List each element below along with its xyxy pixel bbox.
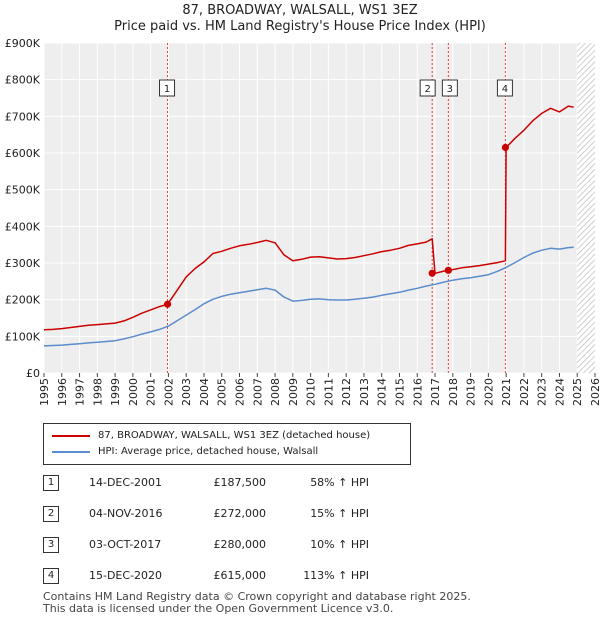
x-tick-label: 1996 [56, 378, 69, 406]
sale-hpi-change: 15% ↑ HPI [310, 507, 369, 520]
sale-label-text: 1 [164, 84, 170, 95]
sale-label-box [496, 79, 513, 97]
x-tick-label: 2018 [447, 378, 460, 406]
footer-copyright: Contains HM Land Registry data © Crown c… [43, 590, 471, 603]
x-tick-label: 2020 [482, 378, 495, 406]
x-tick-label: 1995 [38, 378, 51, 406]
legend-label-property: 87, BROADWAY, WALSALL, WS1 3EZ (detached… [98, 430, 371, 441]
x-tick-label: 2014 [376, 378, 389, 406]
y-tick-label: £0 [26, 367, 40, 380]
x-tick-label: 1998 [91, 378, 104, 406]
sale-row-3: 3 03-OCT-2017 £280,000 10% ↑ HPI [0, 535, 600, 557]
y-tick-label: £700K [5, 110, 41, 123]
sale-label-2: 2 [419, 79, 436, 97]
sale-date: 14-DEC-2001 [89, 476, 163, 489]
sale-point [163, 300, 172, 308]
y-tick-label: £200K [5, 294, 41, 307]
x-tick-label: 2025 [571, 378, 584, 406]
x-tick-label: 2011 [322, 378, 335, 406]
series-line-property [43, 105, 574, 331]
y-tick-label: £500K [5, 184, 41, 197]
sale-label-box [159, 79, 176, 97]
sale-number: 2 [43, 506, 59, 522]
x-tick-label: 2012 [340, 378, 353, 406]
sale-point [501, 143, 510, 152]
legend-swatch-hpi [52, 451, 90, 453]
y-tick-label: £100K [5, 330, 41, 343]
footer-license: This data is licensed under the Open Gov… [43, 602, 394, 615]
chart-title: 87, BROADWAY, WALSALL, WS1 3EZ [182, 3, 418, 18]
sale-number: 1 [43, 475, 59, 491]
x-tick-label: 2024 [553, 378, 566, 406]
sale-label-box [441, 79, 458, 97]
sale-price: £272,000 [213, 507, 267, 520]
sale-label-box [419, 79, 436, 97]
x-tick-label: 2000 [127, 378, 140, 406]
sale-price: £280,000 [213, 538, 267, 551]
x-tick-label: 2016 [411, 378, 424, 406]
x-tick-label: 2010 [305, 378, 318, 406]
sale-price: £187,500 [213, 476, 267, 489]
sale-label-text: 3 [447, 84, 453, 95]
sale-label-1: 1 [159, 79, 176, 97]
sale-row-1: 1 14-DEC-2001 £187,500 58% ↑ HPI [0, 473, 600, 495]
sale-row-2: 2 04-NOV-2016 £272,000 15% ↑ HPI [0, 504, 600, 526]
x-tick-label: 1999 [109, 378, 122, 406]
x-tick-label: 2019 [465, 378, 478, 406]
y-tick-label: £300K [5, 257, 41, 270]
legend-swatch-property [52, 435, 90, 437]
legend-label-hpi: HPI: Average price, detached house, Wals… [98, 446, 319, 457]
sale-hpi-change: 10% ↑ HPI [310, 538, 369, 551]
chart-subtitle: Price paid vs. HM Land Registry's House … [114, 19, 486, 34]
sale-label-4: 4 [496, 79, 513, 97]
sale-label-3: 3 [441, 79, 458, 97]
price-chart: 1 2 3 4 £0 £100K £200K £300K £400K £500K £600K £700… [5, 37, 600, 406]
sale-hpi-change: 113% ↑ HPI [303, 569, 369, 582]
x-tick-label: 2015 [393, 378, 406, 406]
x-tick-label: 2007 [251, 378, 264, 406]
sale-label-text: 4 [502, 84, 508, 95]
sale-row-4: 4 15-DEC-2020 £615,000 113% ↑ HPI [0, 566, 600, 588]
x-tick-label: 2022 [518, 378, 531, 406]
sale-point [428, 269, 436, 277]
x-tick-label: 2003 [180, 378, 193, 406]
series-line-hpi [43, 246, 574, 347]
x-tick-label: 2021 [500, 378, 513, 406]
forecast-hatch [577, 43, 595, 373]
y-tick-label: £900K [5, 37, 41, 50]
x-tick-label: 2002 [162, 378, 175, 406]
x-tick-label: 2017 [429, 378, 442, 406]
y-tick-label: £800K [5, 74, 41, 87]
sale-price: £615,000 [213, 569, 267, 582]
x-tick-label: 2023 [536, 378, 549, 406]
x-tick-label: 2006 [234, 378, 247, 406]
sale-date: 03-OCT-2017 [89, 538, 162, 551]
y-tick-label: £600K [5, 147, 41, 160]
x-tick-label: 1997 [74, 378, 87, 406]
x-tick-label: 2008 [269, 378, 282, 406]
x-tick-label: 2026 [589, 378, 600, 406]
sale-date: 04-NOV-2016 [89, 507, 163, 520]
plot-background [44, 43, 595, 373]
x-tick-label: 2009 [287, 378, 300, 406]
sale-date: 15-DEC-2020 [89, 569, 163, 582]
legend: 87, BROADWAY, WALSALL, WS1 3EZ (detached… [43, 423, 411, 465]
sale-number: 4 [43, 568, 59, 584]
x-tick-label: 2004 [198, 378, 211, 406]
sale-number: 3 [43, 537, 59, 553]
sale-label-text: 2 [425, 84, 431, 95]
x-tick-label: 2005 [216, 378, 229, 406]
sale-point [444, 266, 452, 274]
y-tick-label: £400K [5, 220, 41, 233]
x-tick-label: 2001 [145, 378, 158, 406]
sale-hpi-change: 58% ↑ HPI [310, 476, 369, 489]
x-tick-label: 2013 [358, 378, 371, 406]
